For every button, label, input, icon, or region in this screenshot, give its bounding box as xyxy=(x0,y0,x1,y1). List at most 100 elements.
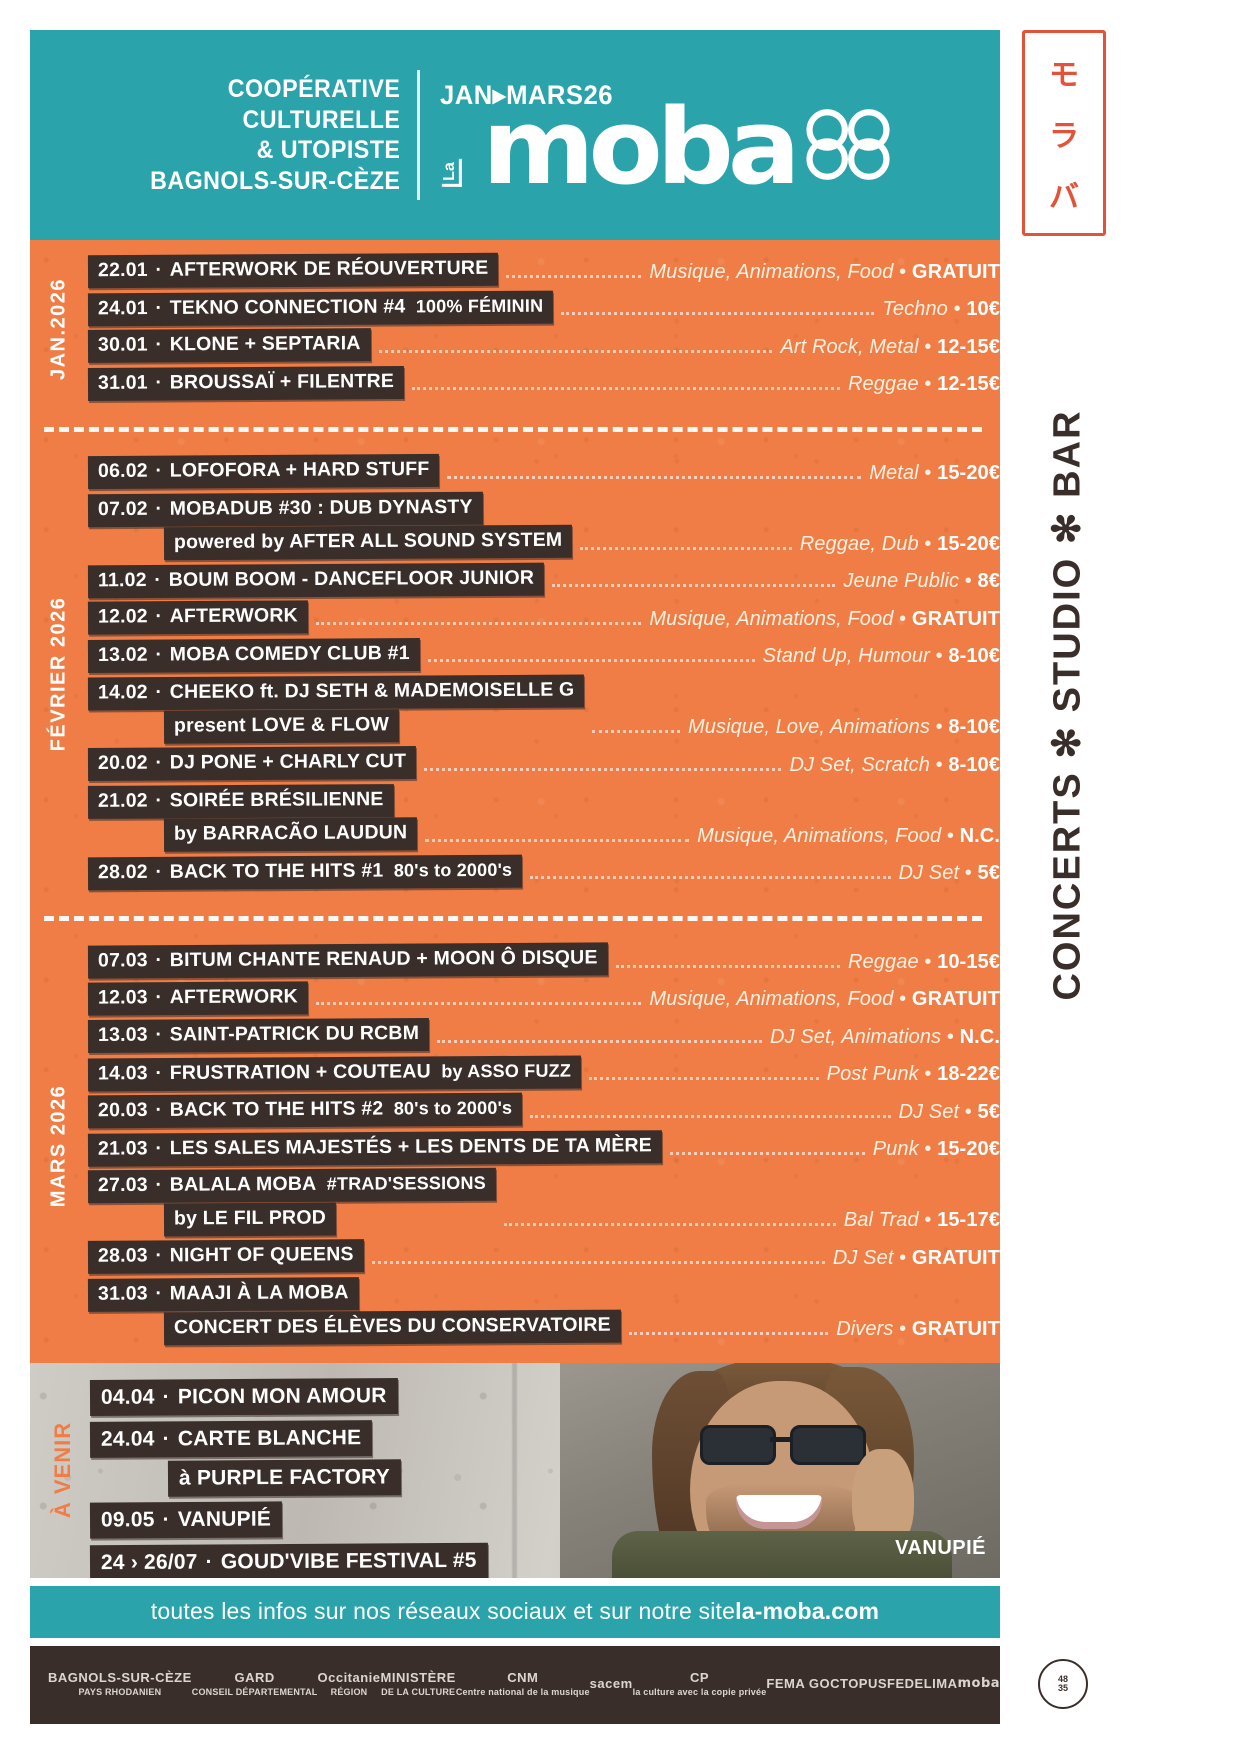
partner-logo: OCTOPUS xyxy=(819,1676,888,1692)
event-row[interactable]: 07.02 · MOBADUB #30 : DUB DYNASTY powered… xyxy=(87,491,1000,560)
event-title-block: 22.01 · AFTERWORK DE RÉOUVERTURE xyxy=(87,252,499,288)
event-row[interactable]: 22.01 · AFTERWORK DE RÉOUVERTURE Musique,… xyxy=(87,252,1000,288)
upcoming-date: 24 › 26/07 xyxy=(100,1550,198,1574)
event-row[interactable]: 31.03 · MAAJI À LA MOBA CONCERT DES ÉLÈVE… xyxy=(87,1276,1000,1345)
event-title: BALALA MOBA xyxy=(169,1172,317,1196)
event-genre: Jeune Public xyxy=(843,570,960,592)
event-price: GRATUIT xyxy=(911,607,1000,630)
partner-name: MINISTÈRE xyxy=(380,1669,456,1685)
event-title-block: 21.03 · LES SALES MAJESTÉS + LES DENTS D… xyxy=(87,1129,663,1166)
event-title-tag: 20.03 · BACK TO THE HITS #2 80's to 2000… xyxy=(87,1092,523,1128)
event-title-block: 13.02 · MOBA COMEDY CLUB #1 xyxy=(87,637,420,673)
event-meta: Musique, Animations, Food • N.C. xyxy=(697,825,1000,851)
event-title: MOBA COMEDY CLUB #1 xyxy=(169,641,410,666)
event-row[interactable]: 30.01 · KLONE + SEPTARIA Art Rock, Metal … xyxy=(87,328,1000,363)
partner-name: FEDELIMA xyxy=(887,1676,958,1692)
event-meta: DJ Set, Scratch • 8-10€ xyxy=(789,754,1000,780)
event-row[interactable]: 12.02 · AFTERWORK Musique, Animations, Fo… xyxy=(87,600,1000,635)
event-row[interactable]: 06.02 · LOFOFORA + HARD STUFF Metal • 15-… xyxy=(87,453,1000,489)
event-subtitle: 100% FÉMININ xyxy=(405,295,544,316)
event-title-tag: 31.03 · MAAJI À LA MOBA xyxy=(87,1276,359,1311)
event-title: AFTERWORK xyxy=(169,604,298,628)
header-line-2: CULTURELLE xyxy=(242,105,401,134)
right-rail: モ ラ バ CONCERTS ✻ STUDIO ✻ BAR DESIGN : A… xyxy=(1010,30,1210,1717)
event-title-tag: 07.02 · MOBADUB #30 : DUB DYNASTY xyxy=(87,491,483,527)
event-meta: Jeune Public • 8€ xyxy=(843,570,1000,596)
event-title-block: 24.01 · TEKNO CONNECTION #4 100% FÉMININ xyxy=(87,290,554,326)
event-genre: Art Rock, Metal xyxy=(780,335,919,358)
event-title-block: 28.02 · BACK TO THE HITS #1 80's to 2000… xyxy=(87,854,523,890)
event-row[interactable]: 14.03 · FRUSTRATION + COUTEAU by ASSO FU… xyxy=(87,1054,1000,1091)
event-row[interactable]: 11.02 · BOUM BOOM - DANCEFLOOR JUNIOR Jeu… xyxy=(87,562,1000,598)
upcoming-event-tag[interactable]: 04.04 · PICON MON AMOUR xyxy=(89,1377,398,1416)
upcoming-title: CARTE BLANCHE xyxy=(177,1425,362,1450)
upcoming-event-tag-second-line: à PURPLE FACTORY xyxy=(167,1458,402,1497)
event-title-block: 13.03 · SAINT-PATRICK DU RCBM xyxy=(87,1017,430,1053)
event-row[interactable]: 14.02 · CHEEKO ft. DJ SETH & MADEMOISELL… xyxy=(87,674,1000,743)
event-genre: Divers xyxy=(836,1317,894,1340)
upcoming-event-tag[interactable]: 24.04 · CARTE BLANCHE xyxy=(89,1419,373,1458)
event-date: 24.01 xyxy=(97,296,148,319)
event-price: 15-20€ xyxy=(937,532,1000,555)
event-row[interactable]: 24.01 · TEKNO CONNECTION #4 100% FÉMININ… xyxy=(87,290,1000,326)
website-link[interactable]: la-moba.com xyxy=(735,1598,880,1624)
upcoming-event-tag[interactable]: 24 › 26/07 · GOUD'VIBE FESTIVAL #5 xyxy=(89,1542,488,1578)
event-title-block: 27.03 · BALALA MOBA #TRAD'SESSIONS by LE … xyxy=(87,1167,496,1236)
event-row[interactable]: 13.02 · MOBA COMEDY CLUB #1 Stand Up, Hum… xyxy=(87,637,1000,673)
event-date: 21.03 xyxy=(97,1136,148,1160)
event-row[interactable]: 20.03 · BACK TO THE HITS #2 80's to 2000… xyxy=(87,1092,1000,1128)
bullet-icon: • xyxy=(918,950,938,973)
leader-dots xyxy=(427,658,755,662)
event-meta: Reggae • 10-15€ xyxy=(848,951,1000,977)
event-price: 10-15€ xyxy=(937,950,1000,973)
event-title-tag: 31.01 · BROUSSAÏ + FILENTRE xyxy=(87,365,405,400)
event-date: 07.02 xyxy=(97,497,148,520)
event-row[interactable]: 21.02 · SOIRÉE BRÉSILIENNE by BARRACÃO LA… xyxy=(87,783,1000,852)
partner-sub: Centre national de la musique xyxy=(455,1687,590,1698)
event-row[interactable]: 28.03 · NIGHT OF QUEENS DJ Set • GRATUIT xyxy=(87,1239,1000,1274)
bullet-icon: · xyxy=(149,1244,168,1267)
rail-title-text: CONCERTS ✻ STUDIO ✻ BAR xyxy=(1046,409,1089,1001)
event-date: 12.03 xyxy=(97,985,148,1009)
event-row[interactable]: 27.03 · BALALA MOBA #TRAD'SESSIONS by LE … xyxy=(87,1167,1000,1236)
moba-monogram-icon xyxy=(806,108,890,180)
event-meta: Punk • 15-20€ xyxy=(873,1138,1000,1164)
bullet-icon: • xyxy=(929,753,949,776)
event-price: 5€ xyxy=(977,862,1000,884)
event-date: 28.03 xyxy=(97,1244,148,1267)
event-row[interactable]: 13.03 · SAINT-PATRICK DU RCBM DJ Set, Ani… xyxy=(87,1017,1000,1053)
bullet-icon: • xyxy=(893,1317,912,1340)
event-row[interactable]: 20.02 · DJ PONE + CHARLY CUT DJ Set, Scra… xyxy=(87,745,1000,781)
event-title-tag: 12.03 · AFTERWORK xyxy=(87,980,309,1015)
header-line-4: BAGNOLS-SUR-CÈZE xyxy=(149,166,401,195)
partner-name: moba xyxy=(957,1676,1001,1692)
event-price: N.C. xyxy=(959,824,1000,847)
event-row[interactable]: 12.03 · AFTERWORK Musique, Animations, Fo… xyxy=(87,980,1000,1015)
event-row[interactable]: 31.01 · BROUSSAÏ + FILENTRE Reggae • 12-1… xyxy=(87,365,1000,400)
event-date: 22.01 xyxy=(97,258,148,282)
event-row[interactable]: 07.03 · BITUM CHANTE RENAUD + MOON Ô DIS… xyxy=(87,942,1000,979)
event-date: 13.02 xyxy=(97,643,148,666)
month-block: MARS 2026 07.03 · BITUM CHANTE RENAUD + M… xyxy=(30,930,1000,1363)
bullet-icon: • xyxy=(918,1063,938,1085)
event-genre: DJ Set, Animations xyxy=(770,1025,942,1048)
event-row[interactable]: 28.02 · BACK TO THE HITS #1 80's to 2000… xyxy=(87,854,1000,890)
leader-dots xyxy=(552,583,836,587)
event-price: GRATUIT xyxy=(911,988,1000,1010)
upcoming-event-tag[interactable]: 09.05 · VANUPIÉ xyxy=(89,1500,283,1539)
event-title-tag: 20.02 · DJ PONE + CHARLY CUT xyxy=(87,745,417,781)
event-title-block: 21.02 · SOIRÉE BRÉSILIENNE by BARRACÃO LA… xyxy=(87,783,418,852)
month-events: 07.03 · BITUM CHANTE RENAUD + MOON Ô DIS… xyxy=(87,930,1000,1363)
info-bar: toutes les infos sur nos réseaux sociaux… xyxy=(30,1585,1000,1638)
event-date: 20.03 xyxy=(97,1098,148,1122)
event-meta: Metal • 15-20€ xyxy=(869,462,1000,488)
sunglasses-icon xyxy=(700,1424,866,1465)
upcoming-label: À VENIR xyxy=(40,1363,86,1578)
bullet-icon: · xyxy=(149,1098,168,1121)
partner-name: OCTOPUS xyxy=(819,1676,888,1692)
event-price: 10€ xyxy=(966,298,1000,320)
event-row[interactable]: 21.03 · LES SALES MAJESTÉS + LES DENTS D… xyxy=(87,1129,1000,1166)
event-meta: Reggae, Dub • 15-20€ xyxy=(800,533,1000,559)
leader-dots xyxy=(315,1001,642,1005)
event-title: KLONE + SEPTARIA xyxy=(169,332,361,356)
